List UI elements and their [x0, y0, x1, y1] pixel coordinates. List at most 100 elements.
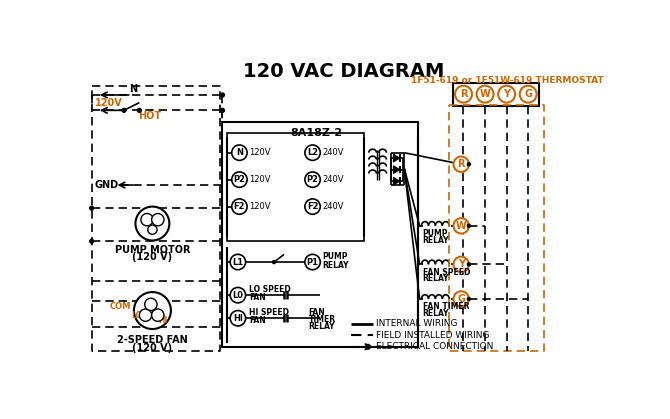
Circle shape	[498, 86, 515, 103]
Circle shape	[141, 214, 153, 226]
Text: G: G	[457, 294, 465, 304]
Text: Y: Y	[458, 259, 465, 269]
Text: W: W	[456, 221, 466, 231]
Circle shape	[454, 157, 469, 172]
Circle shape	[122, 109, 126, 112]
Text: 120V: 120V	[249, 175, 271, 184]
Text: N: N	[236, 148, 243, 157]
Text: HOT: HOT	[138, 111, 161, 121]
Text: HI SPEED: HI SPEED	[249, 308, 289, 317]
Circle shape	[468, 163, 470, 166]
Circle shape	[148, 225, 157, 234]
Text: (120 V): (120 V)	[133, 252, 172, 262]
Circle shape	[454, 257, 469, 272]
Circle shape	[151, 214, 164, 226]
Circle shape	[305, 254, 320, 270]
Text: LO SPEED: LO SPEED	[249, 285, 291, 294]
Text: HI: HI	[159, 316, 168, 325]
Circle shape	[468, 224, 470, 228]
Text: N: N	[129, 84, 137, 94]
Text: RELAY: RELAY	[322, 261, 348, 269]
Text: 120V: 120V	[94, 98, 123, 108]
Text: TIMER: TIMER	[309, 315, 336, 324]
Text: COM: COM	[109, 302, 131, 311]
Circle shape	[305, 145, 320, 160]
Text: P2: P2	[307, 175, 318, 184]
Circle shape	[520, 86, 537, 103]
Circle shape	[455, 86, 472, 103]
Text: L2: L2	[307, 148, 318, 157]
Text: 2-SPEED FAN: 2-SPEED FAN	[117, 335, 188, 345]
Circle shape	[454, 218, 469, 233]
Text: RELAY: RELAY	[423, 309, 449, 318]
Polygon shape	[393, 154, 399, 162]
Text: 240V: 240V	[322, 202, 344, 211]
Circle shape	[134, 292, 171, 329]
Circle shape	[468, 297, 470, 300]
Text: 120 VAC DIAGRAM: 120 VAC DIAGRAM	[243, 62, 444, 81]
Circle shape	[232, 172, 247, 187]
Text: PUMP: PUMP	[322, 252, 347, 261]
Text: L1: L1	[232, 258, 243, 266]
Text: L0: L0	[232, 291, 243, 300]
Circle shape	[476, 86, 494, 103]
Circle shape	[454, 291, 469, 307]
Text: FAN: FAN	[309, 308, 326, 317]
Circle shape	[230, 254, 246, 270]
Text: 240V: 240V	[322, 148, 344, 157]
Text: RELAY: RELAY	[309, 322, 335, 331]
Circle shape	[151, 309, 164, 321]
Text: ELECTRICAL CONNECTION: ELECTRICAL CONNECTION	[376, 342, 493, 351]
Circle shape	[220, 109, 224, 112]
Text: R: R	[458, 159, 465, 169]
Circle shape	[366, 344, 371, 349]
Circle shape	[90, 239, 94, 243]
Text: F2: F2	[307, 202, 318, 211]
Text: FIELD INSTALLED WIRING: FIELD INSTALLED WIRING	[376, 331, 489, 340]
Circle shape	[90, 206, 94, 210]
Text: INTERNAL WIRING: INTERNAL WIRING	[376, 319, 457, 328]
Circle shape	[468, 263, 470, 266]
Text: GND: GND	[94, 180, 119, 190]
Bar	[227, 133, 364, 241]
Circle shape	[230, 310, 246, 326]
Text: PUMP MOTOR: PUMP MOTOR	[115, 245, 190, 255]
Bar	[453, 83, 539, 106]
Text: FAN SPEED: FAN SPEED	[423, 268, 470, 277]
Circle shape	[273, 261, 275, 264]
Text: (120 V): (120 V)	[133, 342, 172, 352]
Circle shape	[135, 207, 170, 241]
Text: P2: P2	[233, 175, 245, 184]
Circle shape	[305, 199, 320, 214]
Circle shape	[230, 287, 246, 303]
Text: R: R	[460, 89, 467, 99]
Circle shape	[220, 93, 224, 97]
Polygon shape	[393, 166, 399, 173]
Text: PUMP: PUMP	[423, 229, 448, 238]
Circle shape	[137, 109, 141, 112]
Text: FAN: FAN	[249, 293, 266, 302]
Text: RELAY: RELAY	[423, 274, 449, 284]
Text: P1: P1	[307, 258, 318, 266]
Circle shape	[139, 309, 151, 321]
Text: FAN: FAN	[249, 316, 266, 325]
Circle shape	[232, 145, 247, 160]
Text: 8A18Z-2: 8A18Z-2	[290, 128, 342, 138]
Text: LO: LO	[131, 310, 143, 320]
Text: W: W	[480, 89, 490, 99]
Circle shape	[232, 199, 247, 214]
Text: G: G	[524, 89, 532, 99]
Circle shape	[145, 298, 157, 310]
Text: HI: HI	[233, 314, 243, 323]
Text: F2: F2	[234, 202, 245, 211]
Polygon shape	[393, 177, 399, 185]
Text: 120V: 120V	[249, 202, 271, 211]
Text: FAN TIMER: FAN TIMER	[423, 302, 469, 311]
Text: Y: Y	[503, 89, 510, 99]
Bar	[222, 122, 418, 347]
Text: RELAY: RELAY	[423, 236, 449, 245]
Text: 1F51-619 or 1F51W-619 THERMOSTAT: 1F51-619 or 1F51W-619 THERMOSTAT	[411, 76, 604, 85]
Text: 240V: 240V	[322, 175, 344, 184]
Text: 120V: 120V	[249, 148, 271, 157]
Circle shape	[305, 172, 320, 187]
